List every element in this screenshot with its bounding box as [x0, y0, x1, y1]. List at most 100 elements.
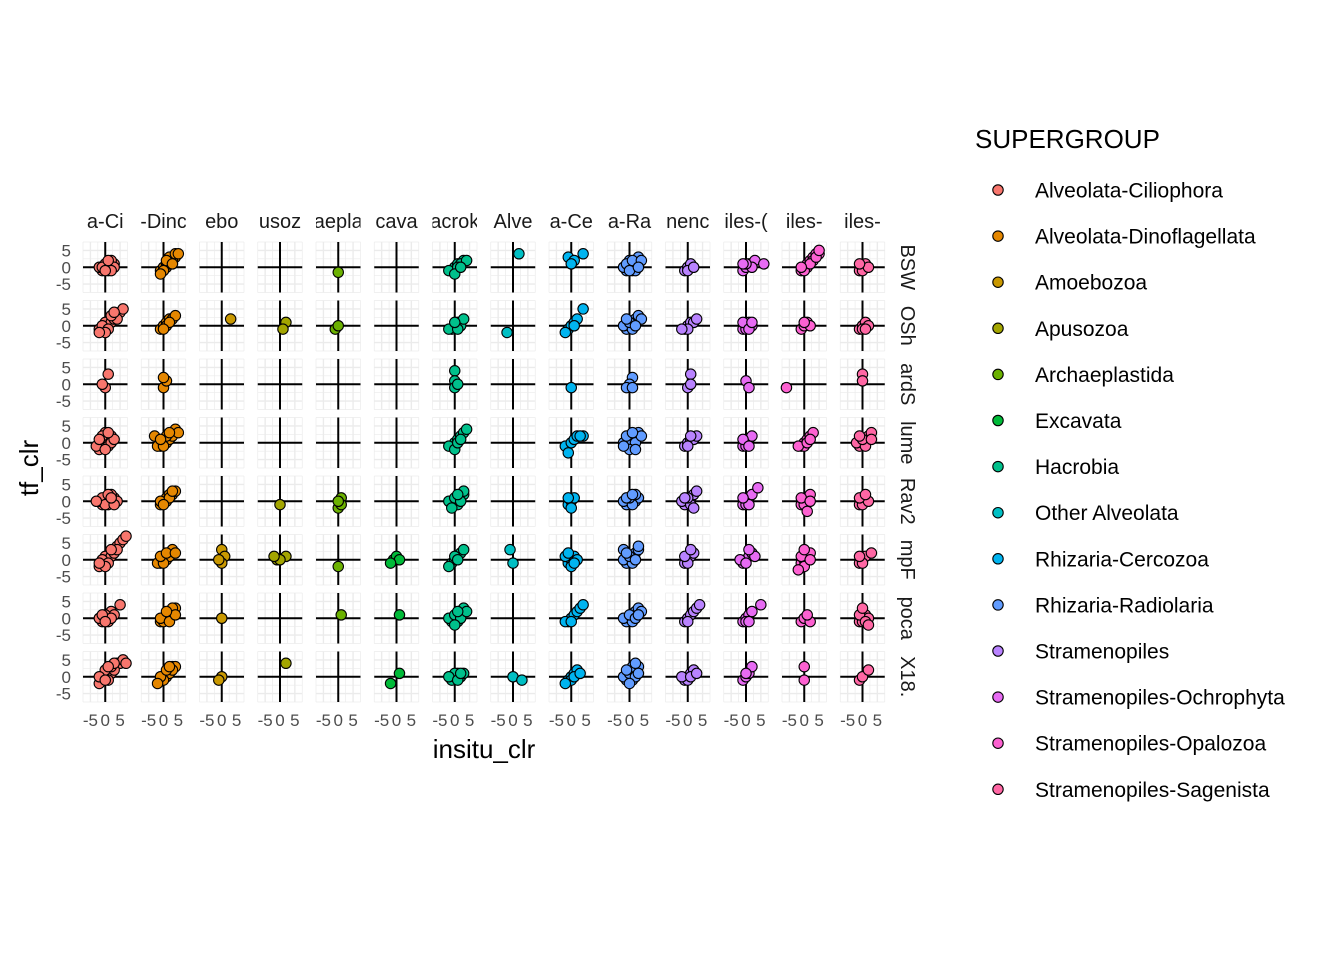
data-point	[169, 547, 182, 559]
x-tick-label: 5	[174, 711, 183, 730]
data-point	[687, 261, 700, 273]
legend-item: Excavata	[992, 410, 1122, 433]
row-strip: ardS	[896, 363, 918, 405]
x-tick-label: 5	[523, 711, 532, 730]
data-point	[743, 543, 755, 556]
legend-item: Apusozoa	[992, 318, 1129, 341]
x-tick-label: 0	[625, 711, 634, 730]
data-point	[501, 326, 513, 339]
data-point	[629, 553, 642, 566]
legend-label: Rhizaria-Cercozoa	[1035, 548, 1209, 571]
x-tick-label: 0	[858, 711, 867, 730]
data-point	[801, 505, 813, 518]
row-strip-label: OSh	[896, 306, 918, 346]
x-tick-label: 5	[756, 711, 765, 730]
y-tick-label: -5	[56, 392, 71, 411]
legend-label: Apusozoa	[1035, 318, 1129, 341]
y-tick-label: 0	[62, 375, 71, 394]
data-point	[448, 619, 461, 631]
x-tick-label: -5	[258, 711, 273, 730]
legend-key	[992, 414, 1004, 427]
x-tick-label: 5	[348, 711, 357, 730]
x-tick-label: 0	[334, 711, 343, 730]
facet-panel	[257, 358, 303, 410]
axis-ticks: -505-505-505-505-505-505-505-505-5 0 5 -5 0 5…	[56, 241, 882, 730]
data-point	[454, 261, 467, 273]
legend-item: Other Alveolata	[992, 502, 1179, 525]
x-tick-label: 0	[217, 711, 226, 730]
data-point	[629, 657, 642, 670]
y-tick-label: -5	[56, 275, 71, 294]
data-point	[740, 667, 752, 680]
data-point	[451, 605, 464, 618]
data-point	[690, 485, 703, 497]
data-point	[559, 326, 572, 339]
x-tick-label: -5	[374, 711, 389, 730]
data-point	[157, 323, 170, 335]
data-point	[620, 664, 633, 676]
legend-item: Alveolata-Ciliophora	[992, 180, 1223, 203]
data-point	[684, 368, 697, 380]
column-strip-label: iles-	[844, 211, 881, 233]
facet-panel	[199, 241, 245, 293]
legend-item: Stramenopiles	[992, 641, 1169, 664]
data-point	[274, 498, 286, 511]
facet-panel	[373, 534, 420, 586]
data-point	[446, 502, 458, 514]
x-tick-label: -5	[782, 711, 797, 730]
row-strip: BSW	[896, 244, 918, 290]
legend-label: Alveolata-Dinoflagellata	[1035, 226, 1256, 249]
data-point	[280, 657, 292, 670]
data-point	[114, 599, 126, 611]
data-point	[460, 423, 473, 436]
row-strip: X18.	[896, 656, 918, 697]
y-axis-title: tf_clr	[14, 439, 44, 496]
facet-panel	[199, 417, 245, 469]
facet-panel	[140, 300, 187, 352]
facet-panel	[548, 300, 594, 352]
data-point	[96, 378, 109, 390]
facet-panel	[315, 241, 361, 293]
data-point	[516, 674, 528, 686]
data-point	[565, 615, 577, 628]
data-point	[629, 443, 642, 456]
data-point	[862, 664, 875, 676]
legend: SUPERGROUP Alveolata-CiliophoraAlveolata…	[975, 124, 1285, 802]
facet-panel	[199, 534, 245, 586]
row-strip-label: Rav2	[896, 478, 918, 525]
data-point	[224, 313, 237, 325]
data-point	[393, 667, 406, 680]
legend-item: Hacrobia	[992, 456, 1119, 479]
legend-key	[992, 322, 1004, 335]
data-point	[795, 261, 808, 273]
column-strip-label: a-Ra	[608, 211, 652, 233]
facet-panel	[490, 241, 536, 293]
facet-panel	[490, 358, 536, 410]
x-tick-label: 5	[873, 711, 882, 730]
y-tick-label: 5	[62, 417, 71, 436]
data-point	[102, 426, 114, 439]
x-tick-label: 0	[800, 711, 809, 730]
legend-key	[992, 460, 1004, 473]
legend-item: Stramenopiles-Sagenista	[992, 779, 1270, 802]
data-point	[99, 264, 112, 277]
row-strip: OSh	[896, 306, 918, 346]
data-point	[451, 488, 464, 501]
data-point	[151, 677, 164, 690]
row-strip-label: poca	[896, 597, 918, 641]
column-strip-label: a-Ce	[550, 211, 593, 233]
column-strip-label: aepla	[314, 211, 364, 233]
legend-item: Rhizaria-Cercozoa	[992, 548, 1209, 571]
facet-panel	[490, 300, 536, 352]
y-tick-label: -5	[56, 509, 71, 528]
row-strip: Rav2	[896, 478, 918, 525]
data-point	[681, 440, 694, 452]
y-tick-label: -5	[56, 626, 71, 645]
facet-panel	[373, 241, 420, 293]
data-point	[574, 430, 586, 442]
column-strip-label: acrok	[430, 211, 480, 233]
data-point	[856, 375, 869, 387]
column-strip-label: nenc	[666, 211, 709, 233]
data-point	[804, 495, 816, 507]
data-point	[565, 381, 577, 394]
